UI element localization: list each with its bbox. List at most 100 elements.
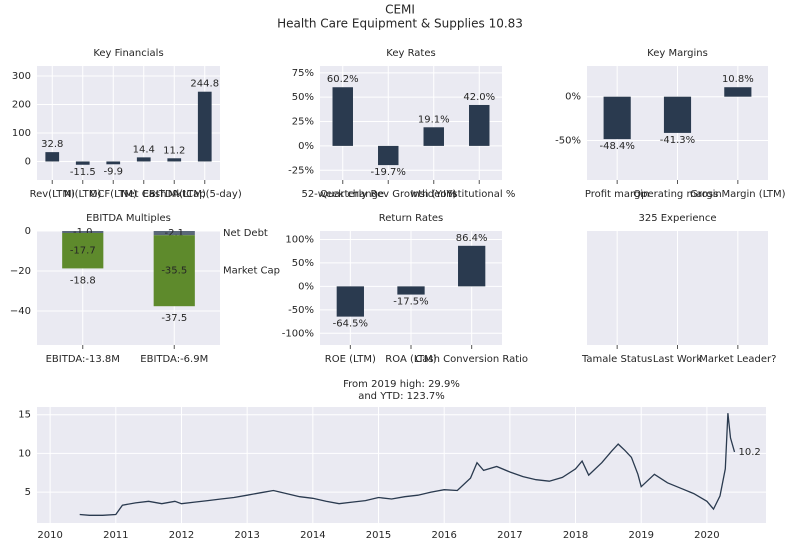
value-label: -41.3% [660, 135, 695, 146]
bar [332, 87, 353, 146]
x-tick-label: 2015 [366, 530, 391, 541]
segment-label: -17.7 [70, 246, 96, 257]
legend-label: Market Cap [223, 266, 280, 277]
x-tick-label: ROE (LTM) [325, 354, 376, 365]
y-tick-label: 300 [12, 71, 31, 82]
y-tick-label: 0% [565, 92, 581, 103]
x-tick-label: Quarterly Rev Growth (YoY) [320, 189, 457, 200]
value-label: -19.7% [371, 167, 406, 178]
x-tick-label: 2011 [103, 530, 128, 541]
bar [75, 161, 90, 165]
x-tick-label: Gross Margin (LTM) [690, 189, 786, 200]
x-tick-label: Last Work [653, 354, 703, 365]
x-tick-label: 2018 [563, 530, 588, 541]
x-tick-label: EBITDA(LTM) [143, 189, 206, 200]
bar [106, 161, 121, 165]
x-tick-label: Insider % [410, 189, 457, 200]
value-label: 11.2 [163, 145, 185, 156]
value-label: 42.0% [463, 92, 495, 103]
segment-label: -1.0 [73, 227, 93, 238]
value-label: 86.4% [456, 233, 488, 244]
bar [603, 96, 631, 140]
y-tick-label: 15 [18, 410, 31, 421]
y-tick-label: −20 [10, 266, 31, 277]
segment-label: -2.1 [164, 228, 184, 239]
page-subtitle: Health Care Equipment & Supplies 10.83 [277, 17, 523, 31]
y-tick-label: 200 [12, 99, 31, 110]
y-tick-label: -100% [282, 328, 314, 339]
bar [423, 127, 444, 146]
bar [45, 152, 60, 162]
x-tick-label: 2019 [628, 530, 653, 541]
segment-label: -35.5 [161, 266, 187, 277]
x-tick-label: Rev(LTM) [30, 189, 75, 200]
chart-subtitle: and YTD: 123.7% [358, 391, 445, 402]
value-label: 32.8 [41, 139, 63, 150]
chart-title: Key Margins [647, 48, 708, 59]
x-tick-label: 2016 [431, 530, 456, 541]
bar-segment [153, 235, 195, 307]
chart-title: EBITDA Multiples [86, 213, 171, 224]
y-tick-label: 5 [25, 487, 31, 498]
value-label: 244.8 [190, 79, 219, 90]
bar-segment [62, 233, 104, 269]
x-tick-label: ROA (LTM) [385, 354, 436, 365]
bar [397, 286, 425, 295]
y-tick-label: 100 [12, 128, 31, 139]
x-tick-label: 52-week change [301, 189, 384, 200]
x-tick-label: Profit margin [585, 189, 650, 200]
bar-segment [62, 231, 104, 233]
x-tick-label: MktCap(5-day) [168, 189, 242, 200]
y-tick-label: -50% [288, 305, 314, 316]
y-tick-label: 0 [25, 156, 31, 167]
x-tick-label: Tamale Status [581, 354, 652, 365]
chart-title: Return Rates [379, 213, 444, 224]
chart-title: Key Rates [386, 48, 435, 59]
value-label: -48.4% [599, 141, 634, 152]
chart-title: Key Financials [93, 48, 163, 59]
bar [469, 104, 490, 146]
bar [378, 145, 399, 166]
plot-background [37, 407, 766, 523]
y-tick-label: 0% [298, 141, 314, 152]
price-line [79, 413, 736, 516]
y-tick-label: 50% [292, 92, 314, 103]
y-tick-label: 50% [292, 258, 314, 269]
x-tick-label: 2014 [300, 530, 325, 541]
bar [167, 158, 182, 162]
y-tick-label: 25% [292, 117, 314, 128]
bar [724, 87, 752, 97]
bar [663, 96, 692, 133]
bar [336, 286, 364, 317]
chart-title: 325 Experience [638, 213, 716, 224]
total-label: -18.8 [70, 275, 96, 286]
x-tick-label: NI(LTM) [64, 189, 101, 200]
annotation: 10.2 [738, 447, 760, 458]
value-label: -17.5% [393, 297, 428, 308]
value-label: 10.8% [722, 74, 754, 85]
bar [136, 157, 151, 162]
x-tick-label: EBITDA:-6.9M [140, 354, 208, 365]
y-tick-label: 10 [18, 448, 31, 459]
value-label: -11.5 [70, 167, 96, 178]
value-label: 60.2% [327, 74, 359, 85]
value-label: -9.9 [103, 166, 123, 177]
x-tick-label: OCF(LTM) [90, 189, 137, 200]
x-tick-label: Market Leader? [699, 354, 776, 365]
page-title: CEMI [385, 3, 415, 17]
y-tick-label: -25% [288, 165, 314, 176]
y-tick-label: 0% [298, 281, 314, 292]
legend-label: Net Debt [223, 228, 268, 239]
x-tick-label: Institutional % [443, 189, 515, 200]
x-tick-label: 2010 [37, 530, 62, 541]
y-tick-label: -50% [555, 136, 581, 147]
bar [458, 245, 486, 287]
chart-title: From 2019 high: 29.9% [343, 379, 460, 390]
total-label: -37.5 [161, 313, 187, 324]
x-tick-label: 2020 [694, 530, 719, 541]
x-tick-label: EBITDA:-13.8M [46, 354, 120, 365]
x-tick-label: Operating margin [633, 189, 721, 200]
value-label: 19.1% [418, 114, 450, 125]
x-tick-label: 2013 [234, 530, 259, 541]
